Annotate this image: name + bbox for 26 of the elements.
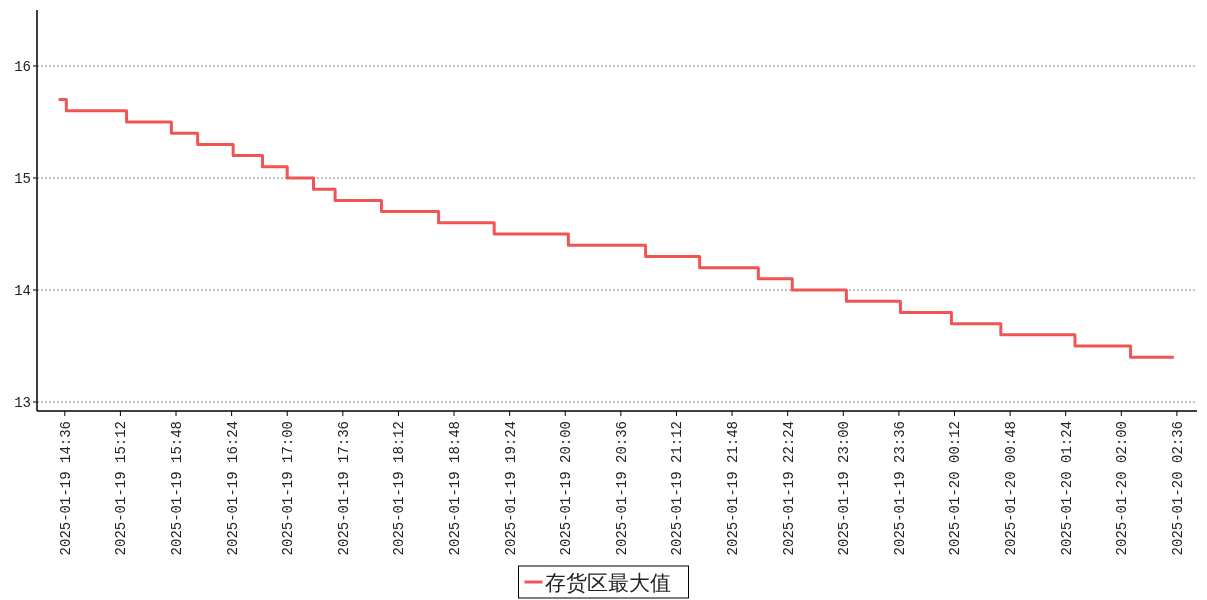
x-tick-label: 2025-01-19 19:24 xyxy=(502,421,519,556)
x-tick-label: 2025-01-20 01:24 xyxy=(1058,421,1075,556)
x-tick-label: 2025-01-19 21:12 xyxy=(669,421,686,556)
x-tick-label: 2025-01-19 23:36 xyxy=(891,421,908,556)
x-tick-label: 2025-01-19 16:24 xyxy=(224,421,241,556)
x-tick-label: 2025-01-19 18:12 xyxy=(391,421,408,556)
x-tick-label: 2025-01-19 21:48 xyxy=(725,421,742,556)
x-tick-label: 2025-01-20 02:36 xyxy=(1169,421,1186,556)
y-tick-label: 15 xyxy=(14,171,31,188)
y-tick-label: 14 xyxy=(14,283,31,300)
x-tick-label: 2025-01-20 00:12 xyxy=(947,421,964,556)
x-tick-label: 2025-01-19 15:48 xyxy=(169,421,186,556)
x-tick-label: 2025-01-20 02:00 xyxy=(1114,421,1131,556)
y-tick-label: 13 xyxy=(14,395,31,412)
x-tick-label: 2025-01-20 00:48 xyxy=(1003,421,1020,556)
x-tick-label: 2025-01-19 15:12 xyxy=(113,421,130,556)
x-tick-label: 2025-01-19 22:24 xyxy=(780,421,797,556)
y-tick-label: 16 xyxy=(14,59,31,76)
x-tick-label: 2025-01-19 23:00 xyxy=(836,421,853,556)
x-tick-label: 2025-01-19 14:36 xyxy=(57,421,74,556)
x-tick-label: 2025-01-19 18:48 xyxy=(447,421,464,556)
x-tick-label: 2025-01-19 17:00 xyxy=(280,421,297,556)
legend-label: 存货区最大值 xyxy=(544,571,671,595)
x-tick-label: 2025-01-19 20:36 xyxy=(613,421,630,556)
x-tick-label: 2025-01-19 20:00 xyxy=(558,421,575,556)
x-tick-label: 2025-01-19 17:36 xyxy=(335,421,352,556)
